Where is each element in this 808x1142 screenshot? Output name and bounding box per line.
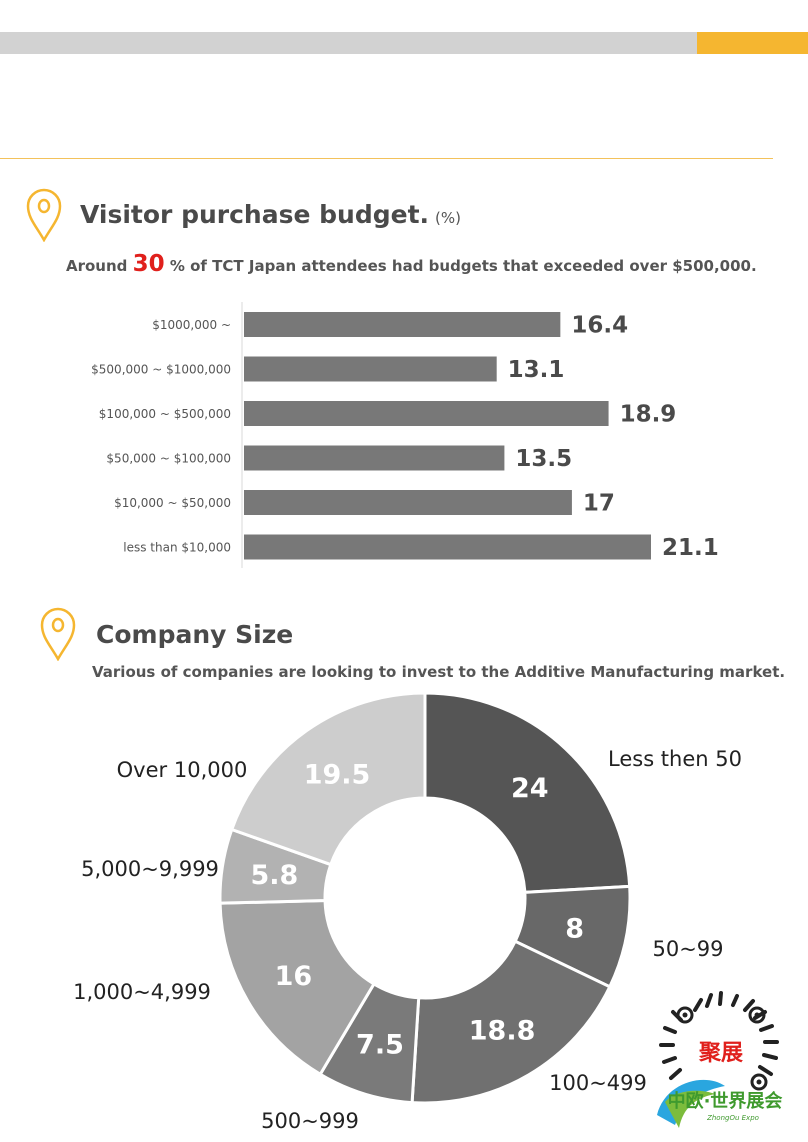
donut-category-label: 5,000~9,999 (81, 857, 219, 881)
bar-category-label: $500,000 ~ $1000,000 (91, 363, 231, 377)
donut-value-label: 19.5 (304, 759, 371, 790)
donut-category-label: Over 10,000 (117, 758, 248, 782)
donut-category-label: 100~499 (549, 1071, 647, 1095)
donut-slice (218, 898, 376, 1077)
donut-value-label: 16 (275, 961, 313, 992)
budget-subtitle-suffix: % of TCT Japan attendees had budgets tha… (164, 257, 757, 275)
donut-slice (229, 691, 427, 867)
bar-category-label: $1000,000 ~ (152, 318, 231, 332)
donut-category-label: Less then 50 (608, 747, 742, 771)
bar-value-label: 21.1 (662, 535, 719, 561)
donut-value-label: 24 (511, 773, 549, 804)
location-pin-icon (26, 188, 62, 242)
budget-title-text: Visitor purchase budget. (80, 200, 430, 229)
bar-value-label: 16.4 (571, 313, 628, 339)
budget-section-title: Visitor purchase budget. (%) (80, 200, 461, 229)
budget-highlight-number: 30 (132, 251, 165, 277)
bar (244, 490, 572, 515)
bar-category-label: less than $10,000 (123, 541, 231, 555)
location-pin-icon (40, 607, 76, 661)
budget-subtitle-prefix: Around (66, 257, 133, 275)
bar-category-label: $10,000 ~ $50,000 (114, 496, 231, 510)
budget-subtitle: Around 30 % of TCT Japan attendees had b… (66, 251, 757, 277)
bar-value-label: 17 (583, 491, 615, 517)
donut-value-label: 5.8 (250, 860, 298, 891)
logo-text-tertiary: ZhongOu Expo (706, 1114, 759, 1122)
bar (244, 356, 497, 382)
donut-category-label: 50~99 (652, 937, 723, 961)
bar-category-label: $50,000 ~ $100,000 (106, 452, 231, 466)
donut-slice (423, 691, 632, 894)
donut-category-label: 1,000~4,999 (73, 980, 211, 1004)
company-size-subtitle: Various of companies are looking to inve… (92, 663, 786, 681)
bar-category-label: $100,000 ~ $500,000 (99, 407, 231, 421)
logo-text-primary: 聚展 (698, 1041, 743, 1066)
bar (244, 534, 651, 560)
bar (244, 401, 609, 426)
top-banner-accent (697, 32, 808, 54)
bar (244, 312, 561, 337)
bar-value-label: 18.9 (620, 402, 677, 428)
zhongou-expo-logo: 聚展 中欧·世界展会 ZhongOu Expo (657, 991, 783, 1128)
bar (244, 445, 505, 471)
donut-value-label: 7.5 (356, 1030, 404, 1061)
donut-slice (410, 939, 612, 1105)
company-size-donut-chart: 24 Less then 50 8 50~99 18.8 100~499 7.5 500~99… (73, 691, 742, 1133)
budget-unit: (%) (435, 209, 461, 227)
bar-value-label: 13.5 (515, 446, 572, 472)
header-divider (0, 158, 773, 159)
donut-category-label: 500~999 (261, 1109, 359, 1133)
donut-value-label: 18.8 (469, 1016, 536, 1047)
logo-text-secondary: 中欧·世界展会 (668, 1090, 783, 1112)
top-banner-bar (0, 32, 808, 54)
budget-bar-chart: $1000,000 ~ 16.4 $500,000 ~ $1000,000 13.1 $… (91, 302, 719, 568)
donut-value-label: 8 (565, 914, 584, 945)
bar-value-label: 13.1 (508, 357, 565, 383)
company-size-title: Company Size (96, 620, 294, 649)
